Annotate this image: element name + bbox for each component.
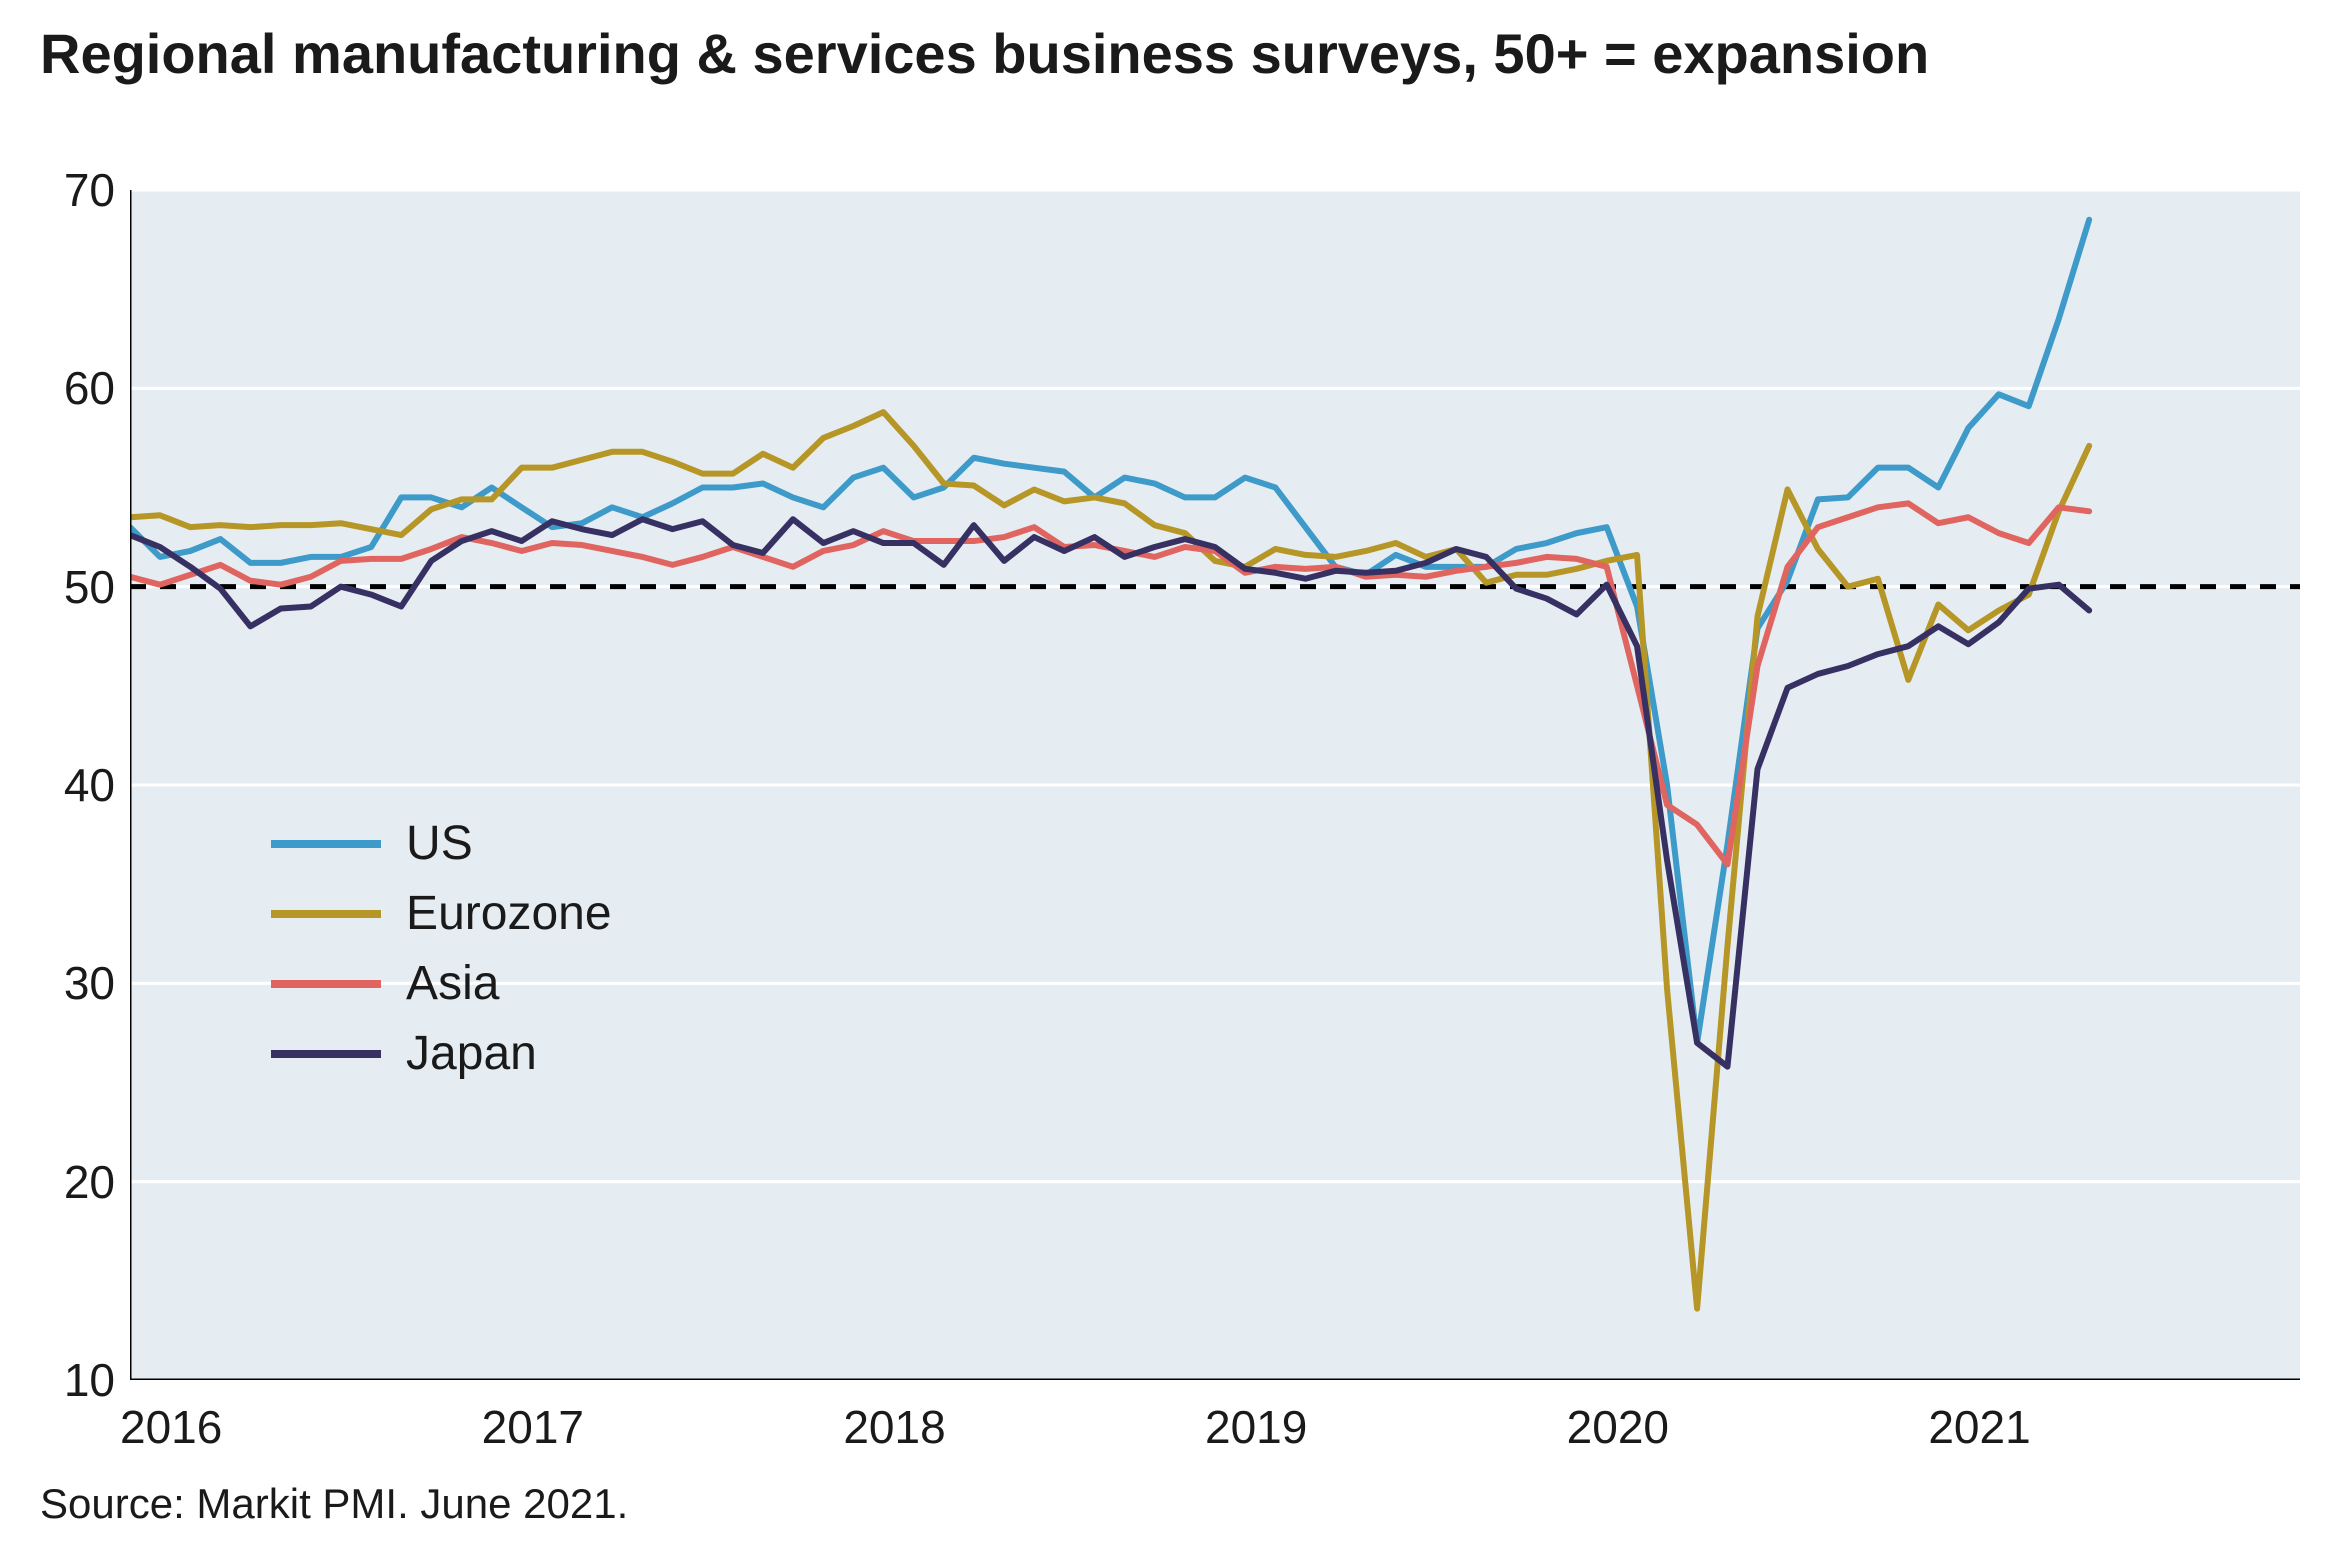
chart-legend: US Eurozone Asia Japan — [271, 809, 611, 1089]
chart-title: Regional manufacturing & services busine… — [40, 20, 2301, 87]
legend-swatch — [271, 1050, 381, 1058]
chart-source: Source: Markit PMI. June 2021. — [40, 1480, 628, 1528]
y-tick-label: 60 — [64, 361, 115, 415]
x-tick-label: 2018 — [843, 1400, 945, 1454]
x-tick-label: 2020 — [1567, 1400, 1669, 1454]
legend-swatch — [271, 910, 381, 918]
y-tick-label: 20 — [64, 1155, 115, 1209]
x-tick-label: 2019 — [1205, 1400, 1307, 1454]
x-tick-label: 2017 — [482, 1400, 584, 1454]
legend-label: Asia — [406, 956, 499, 1011]
legend-label: Eurozone — [406, 886, 611, 941]
y-tick-label: 50 — [64, 560, 115, 614]
y-tick-label: 30 — [64, 956, 115, 1010]
x-tick-label: 2021 — [1928, 1400, 2030, 1454]
chart-svg — [130, 190, 2300, 1380]
chart-plot-area: US Eurozone Asia Japan — [130, 190, 2300, 1380]
legend-row: US — [271, 809, 611, 879]
legend-row: Eurozone — [271, 879, 611, 949]
legend-label: US — [406, 816, 473, 871]
legend-swatch — [271, 840, 381, 848]
x-tick-label: 2016 — [120, 1400, 222, 1454]
y-tick-label: 10 — [64, 1353, 115, 1407]
y-tick-label: 40 — [64, 758, 115, 812]
legend-row: Asia — [271, 949, 611, 1019]
y-tick-label: 70 — [64, 163, 115, 217]
legend-swatch — [271, 980, 381, 988]
legend-label: Japan — [406, 1026, 537, 1081]
legend-row: Japan — [271, 1019, 611, 1089]
